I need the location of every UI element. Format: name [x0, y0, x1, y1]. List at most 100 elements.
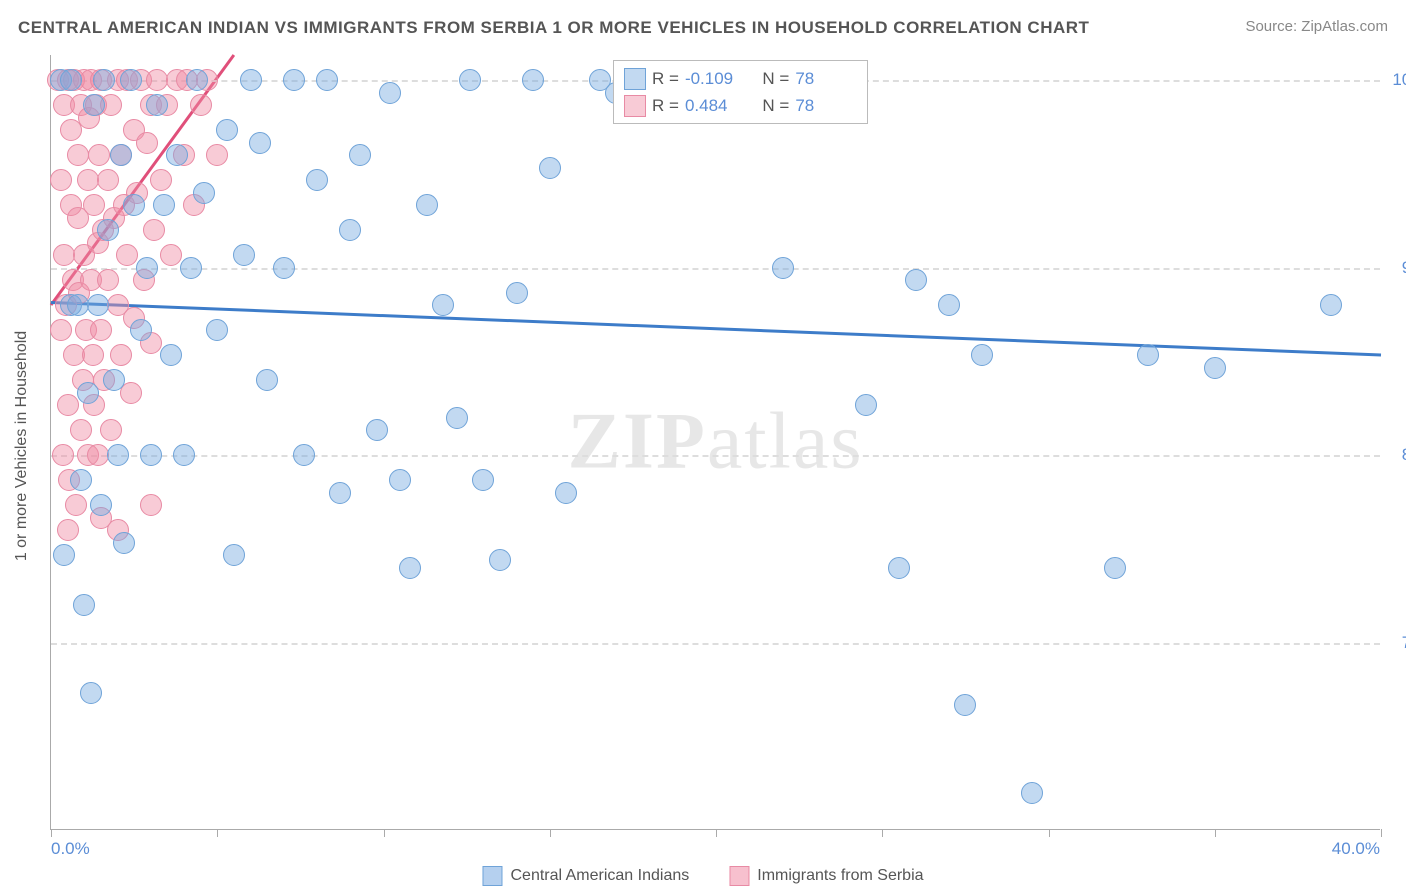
scatter-point-blue	[522, 69, 544, 91]
x-axis-min-label: 0.0%	[51, 839, 90, 859]
chart-container: CENTRAL AMERICAN INDIAN VS IMMIGRANTS FR…	[0, 0, 1406, 892]
scatter-point-blue	[905, 269, 927, 291]
gridline	[51, 268, 1380, 270]
scatter-point-blue	[1204, 357, 1226, 379]
scatter-point-blue	[293, 444, 315, 466]
scatter-point-blue	[379, 82, 401, 104]
scatter-point-blue	[283, 69, 305, 91]
scatter-point-pink	[50, 319, 72, 341]
scatter-point-pink	[70, 419, 92, 441]
scatter-point-pink	[57, 394, 79, 416]
gridline	[51, 455, 1380, 457]
scatter-point-pink	[146, 69, 168, 91]
scatter-point-blue	[1320, 294, 1342, 316]
scatter-point-blue	[140, 444, 162, 466]
scatter-point-blue	[329, 482, 351, 504]
scatter-point-blue	[180, 257, 202, 279]
scatter-point-blue	[472, 469, 494, 491]
scatter-point-blue	[186, 69, 208, 91]
scatter-point-pink	[206, 144, 228, 166]
scatter-point-pink	[50, 169, 72, 191]
footer-legend-pink: Immigrants from Serbia	[729, 866, 923, 886]
scatter-point-blue	[772, 257, 794, 279]
scatter-point-blue	[256, 369, 278, 391]
scatter-point-pink	[116, 244, 138, 266]
r-value-pink: 0.484	[685, 92, 747, 119]
scatter-point-blue	[153, 194, 175, 216]
scatter-point-blue	[273, 257, 295, 279]
scatter-point-blue	[70, 469, 92, 491]
scatter-point-blue	[93, 69, 115, 91]
scatter-point-blue	[1021, 782, 1043, 804]
scatter-point-blue	[216, 119, 238, 141]
n-value-pink: 78	[795, 92, 857, 119]
scatter-point-blue	[240, 69, 262, 91]
scatter-point-pink	[77, 169, 99, 191]
scatter-point-blue	[432, 294, 454, 316]
scatter-point-blue	[67, 294, 89, 316]
scatter-point-pink	[82, 344, 104, 366]
scatter-point-blue	[971, 344, 993, 366]
scatter-point-blue	[136, 257, 158, 279]
scatter-point-pink	[143, 219, 165, 241]
scatter-point-pink	[90, 319, 112, 341]
scatter-point-blue	[506, 282, 528, 304]
legend-label-pink: Immigrants from Serbia	[757, 867, 923, 885]
plot-area: ZIPatlas 77.5%85.0%92.5%100.0%0.0%40.0%R…	[50, 55, 1380, 830]
scatter-point-blue	[938, 294, 960, 316]
scatter-point-blue	[489, 549, 511, 571]
x-tick	[550, 829, 551, 837]
scatter-point-blue	[339, 219, 361, 241]
scatter-point-blue	[146, 94, 168, 116]
scatter-point-blue	[223, 544, 245, 566]
x-tick	[1215, 829, 1216, 837]
y-axis-title: 1 or more Vehicles in Household	[13, 331, 31, 561]
scatter-point-blue	[206, 319, 228, 341]
scatter-point-pink	[88, 144, 110, 166]
scatter-point-pink	[100, 419, 122, 441]
scatter-point-blue	[110, 144, 132, 166]
scatter-point-blue	[73, 594, 95, 616]
r-value-blue: -0.109	[685, 65, 747, 92]
y-tick-label: 77.5%	[1402, 633, 1406, 653]
x-tick	[384, 829, 385, 837]
scatter-point-blue	[399, 557, 421, 579]
scatter-point-blue	[90, 494, 112, 516]
gridline	[51, 643, 1380, 645]
x-tick	[51, 829, 52, 837]
scatter-point-blue	[77, 382, 99, 404]
scatter-point-blue	[366, 419, 388, 441]
scatter-point-blue	[555, 482, 577, 504]
x-tick	[1049, 829, 1050, 837]
footer-legend-blue: Central American Indians	[482, 866, 689, 886]
scatter-point-blue	[539, 157, 561, 179]
scatter-point-blue	[107, 444, 129, 466]
scatter-point-blue	[166, 144, 188, 166]
x-tick	[1381, 829, 1382, 837]
scatter-point-blue	[103, 369, 125, 391]
scatter-point-blue	[316, 69, 338, 91]
y-tick-label: 100.0%	[1392, 70, 1406, 90]
scatter-point-blue	[113, 532, 135, 554]
scatter-point-blue	[83, 94, 105, 116]
legend-swatch-pink	[729, 866, 749, 886]
scatter-point-pink	[190, 94, 212, 116]
scatter-point-pink	[57, 519, 79, 541]
scatter-point-pink	[65, 494, 87, 516]
scatter-point-blue	[349, 144, 371, 166]
footer-legend: Central American Indians Immigrants from…	[482, 866, 923, 886]
x-tick	[882, 829, 883, 837]
n-value-blue: 78	[795, 65, 857, 92]
y-tick-label: 92.5%	[1402, 258, 1406, 278]
scatter-point-blue	[120, 69, 142, 91]
scatter-point-blue	[53, 544, 75, 566]
stats-swatch-blue	[624, 68, 646, 90]
watermark: ZIPatlas	[568, 397, 864, 488]
stats-swatch-pink	[624, 95, 646, 117]
scatter-point-blue	[1137, 344, 1159, 366]
scatter-point-pink	[52, 444, 74, 466]
legend-label-blue: Central American Indians	[510, 867, 689, 885]
y-tick-label: 85.0%	[1402, 445, 1406, 465]
scatter-point-blue	[160, 344, 182, 366]
scatter-point-blue	[954, 694, 976, 716]
